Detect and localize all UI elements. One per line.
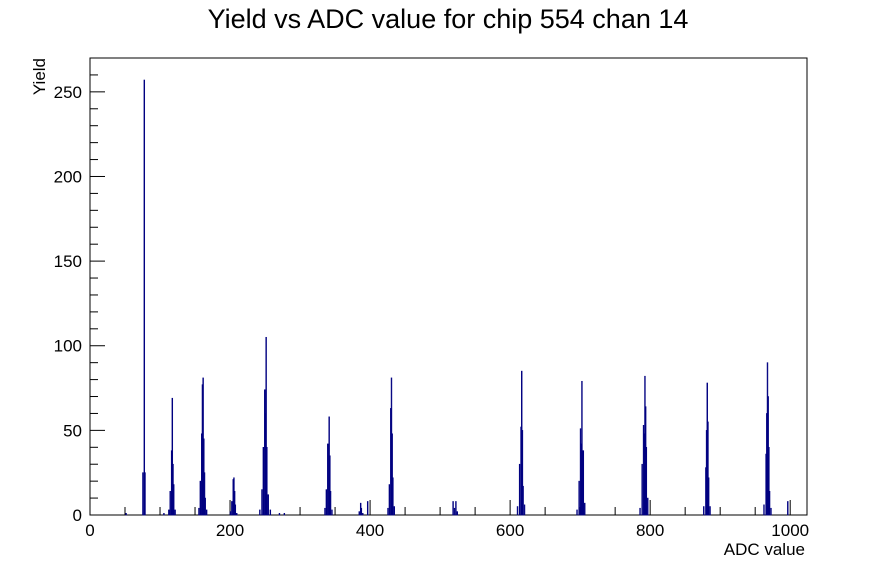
histogram-bar	[142, 472, 144, 516]
y-tick-label: 0	[73, 506, 82, 525]
histogram-bar	[144, 472, 146, 516]
histogram-bar	[205, 509, 208, 516]
histogram-bar	[278, 513, 281, 516]
histogram-bar	[331, 509, 333, 516]
y-tick-label: 150	[54, 252, 82, 271]
histogram-bar	[521, 430, 524, 516]
histogram-bar	[199, 480, 202, 516]
histogram-bar	[387, 507, 389, 516]
histogram-bar	[233, 491, 236, 516]
histogram-bar	[523, 504, 526, 516]
histogram-bar	[283, 513, 286, 516]
histogram-bar	[125, 513, 127, 516]
histogram-bar	[392, 477, 394, 516]
histogram-bar	[393, 506, 395, 516]
y-tick-label: 200	[54, 167, 82, 186]
histogram-bar	[236, 513, 238, 516]
histogram-bar	[265, 336, 267, 516]
histogram-bar	[582, 450, 585, 516]
histogram-bar	[768, 446, 770, 516]
histogram-bar	[578, 480, 580, 516]
histogram-bar	[522, 485, 524, 516]
histogram-bar	[261, 489, 263, 516]
histogram-bar	[366, 501, 369, 516]
histogram-bar	[168, 509, 170, 516]
histogram-bar	[231, 501, 233, 516]
histogram-bar	[203, 472, 206, 516]
histogram-bar	[327, 443, 329, 516]
histogram-bar	[453, 507, 456, 516]
histogram-bar	[641, 463, 643, 516]
histogram-bar	[171, 397, 174, 516]
x-axis-label: ADC value	[724, 540, 805, 559]
histogram-bar	[703, 506, 705, 516]
histogram-bar	[325, 489, 328, 516]
y-axis-label: Yield	[30, 58, 49, 95]
histogram-bar	[266, 446, 268, 516]
histogram-bars	[125, 79, 789, 516]
x-axis: 0 200 400 600 800 1000	[85, 500, 809, 540]
histogram-bar	[707, 421, 709, 516]
histogram-bar	[174, 509, 176, 516]
x-tick-label: 0	[85, 521, 94, 540]
histogram-bar	[169, 491, 171, 516]
histogram-bar	[581, 380, 583, 516]
plot-frame	[89, 57, 808, 516]
histogram-bar	[709, 506, 711, 516]
histogram-bar	[143, 79, 146, 516]
histogram-bar	[173, 484, 175, 516]
histogram-bar	[707, 477, 710, 516]
y-tick-label: 250	[54, 83, 82, 102]
histogram-bar	[198, 507, 200, 516]
histogram-bar	[262, 446, 265, 516]
histogram-bar	[358, 511, 360, 516]
histogram-bar	[360, 507, 363, 516]
x-tick-label: 1000	[771, 521, 809, 540]
histogram-bar	[518, 463, 521, 516]
histogram-bar	[388, 484, 391, 516]
y-axis: 0 50 100 150 200 250	[54, 57, 105, 525]
histogram-bar	[269, 509, 272, 516]
histogram-bar	[584, 502, 586, 516]
x-tick-label: 800	[636, 521, 664, 540]
x-tick-label: 400	[356, 521, 384, 540]
histogram-bar	[576, 509, 578, 516]
histogram-bar	[267, 494, 269, 516]
histogram-bar	[204, 497, 206, 516]
histogram-bar	[163, 513, 165, 516]
histogram-bar	[362, 513, 364, 516]
histogram-bar	[391, 433, 393, 516]
histogram-bar	[763, 504, 765, 516]
histogram-bar	[452, 501, 454, 516]
histogram-bar	[787, 501, 789, 516]
y-tick-label: 50	[63, 421, 82, 440]
x-tick-label: 200	[216, 521, 244, 540]
histogram-bar	[329, 455, 331, 516]
x-tick-label: 600	[496, 521, 524, 540]
histogram-bar	[234, 504, 237, 516]
histogram-bar	[639, 507, 641, 516]
histogram-bar	[329, 491, 332, 516]
y-tick-label: 100	[54, 337, 82, 356]
histogram-bar	[770, 507, 772, 516]
histogram-bar	[455, 501, 457, 516]
histogram-bar	[645, 446, 648, 516]
histogram-bar	[324, 507, 326, 516]
histogram-bar	[229, 511, 232, 516]
histogram-bar	[768, 491, 771, 516]
chart-title: Yield vs ADC value for chip 554 chan 14	[207, 4, 689, 34]
histogram-bar	[259, 509, 261, 516]
histogram-bar	[516, 506, 519, 516]
histogram-bar	[456, 511, 459, 516]
histogram-bar	[647, 497, 649, 516]
